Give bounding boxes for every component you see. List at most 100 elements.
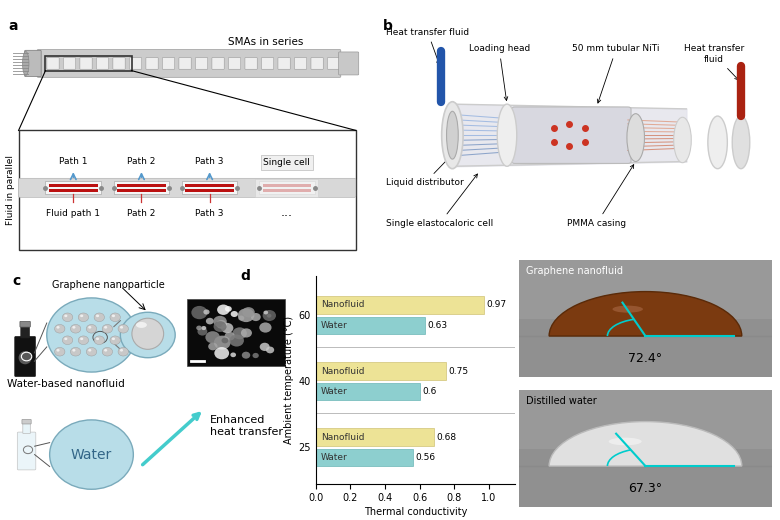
FancyBboxPatch shape	[19, 131, 356, 250]
Text: Path 2: Path 2	[127, 209, 156, 218]
Text: ...: ...	[281, 206, 292, 219]
Circle shape	[251, 313, 261, 321]
FancyBboxPatch shape	[328, 58, 340, 69]
Circle shape	[96, 337, 99, 340]
Text: Water: Water	[321, 387, 348, 396]
Circle shape	[232, 327, 247, 339]
Circle shape	[213, 316, 227, 327]
Circle shape	[120, 326, 123, 329]
Circle shape	[217, 305, 229, 315]
Circle shape	[80, 315, 83, 317]
Circle shape	[229, 334, 244, 346]
FancyBboxPatch shape	[182, 181, 237, 194]
FancyBboxPatch shape	[245, 58, 257, 69]
Text: 0.56: 0.56	[416, 453, 435, 462]
Circle shape	[56, 326, 59, 329]
FancyBboxPatch shape	[117, 184, 165, 187]
FancyBboxPatch shape	[278, 58, 290, 69]
Circle shape	[214, 335, 231, 349]
Circle shape	[260, 343, 270, 351]
Text: a: a	[9, 19, 18, 33]
Circle shape	[64, 315, 67, 317]
FancyBboxPatch shape	[63, 58, 76, 69]
Circle shape	[197, 328, 207, 335]
Text: Nanofluid: Nanofluid	[321, 433, 364, 441]
Circle shape	[112, 315, 115, 317]
Circle shape	[94, 313, 105, 321]
FancyBboxPatch shape	[45, 181, 101, 194]
Circle shape	[88, 326, 91, 329]
FancyBboxPatch shape	[512, 107, 631, 163]
Ellipse shape	[498, 104, 516, 166]
Circle shape	[241, 328, 252, 337]
Bar	[316, 383, 420, 400]
Ellipse shape	[19, 351, 32, 365]
Circle shape	[205, 331, 220, 343]
Circle shape	[208, 343, 218, 350]
Wedge shape	[549, 292, 742, 336]
Circle shape	[118, 347, 129, 356]
FancyBboxPatch shape	[23, 423, 30, 434]
Bar	[316, 317, 425, 334]
Circle shape	[55, 347, 65, 356]
FancyBboxPatch shape	[295, 58, 307, 69]
Circle shape	[64, 337, 67, 340]
FancyBboxPatch shape	[519, 390, 772, 448]
Circle shape	[264, 310, 268, 315]
Wedge shape	[549, 422, 742, 466]
Circle shape	[104, 349, 107, 352]
Text: Single elastocaloric cell: Single elastocaloric cell	[386, 174, 493, 228]
Circle shape	[87, 347, 97, 356]
FancyBboxPatch shape	[20, 321, 30, 327]
Text: Nanofluid: Nanofluid	[321, 367, 364, 375]
Text: Water: Water	[321, 453, 348, 462]
Circle shape	[197, 326, 202, 330]
Circle shape	[242, 352, 250, 359]
Ellipse shape	[446, 111, 459, 159]
Bar	[316, 296, 484, 314]
Text: Loading head: Loading head	[469, 44, 530, 100]
Circle shape	[96, 315, 99, 317]
Ellipse shape	[732, 116, 750, 168]
FancyBboxPatch shape	[162, 58, 175, 69]
Text: 0.6: 0.6	[422, 387, 437, 396]
Circle shape	[70, 347, 81, 356]
Text: Fluid in parallel: Fluid in parallel	[6, 155, 15, 225]
Text: b: b	[383, 19, 393, 33]
Text: Heat transfer fluid: Heat transfer fluid	[386, 28, 470, 64]
Circle shape	[225, 306, 232, 312]
Circle shape	[112, 337, 115, 340]
Text: 72.4°: 72.4°	[629, 353, 662, 365]
FancyBboxPatch shape	[259, 181, 314, 194]
Circle shape	[238, 316, 244, 321]
Circle shape	[120, 312, 176, 358]
FancyBboxPatch shape	[261, 58, 274, 69]
Circle shape	[216, 320, 227, 329]
FancyBboxPatch shape	[19, 178, 356, 198]
FancyBboxPatch shape	[263, 184, 311, 187]
Text: Enhanced
heat transfer: Enhanced heat transfer	[210, 415, 283, 437]
Ellipse shape	[627, 114, 644, 162]
FancyBboxPatch shape	[22, 420, 31, 424]
Text: Heat transfer
fluid: Heat transfer fluid	[683, 44, 744, 80]
FancyBboxPatch shape	[80, 58, 92, 69]
Circle shape	[120, 349, 123, 352]
Text: Distilled water: Distilled water	[526, 396, 597, 406]
FancyBboxPatch shape	[146, 58, 158, 69]
Ellipse shape	[441, 102, 463, 168]
Circle shape	[56, 349, 59, 352]
FancyBboxPatch shape	[519, 390, 772, 507]
Circle shape	[104, 326, 107, 329]
Circle shape	[78, 313, 89, 321]
Circle shape	[94, 336, 105, 345]
FancyBboxPatch shape	[21, 326, 30, 338]
Circle shape	[78, 336, 89, 345]
FancyBboxPatch shape	[212, 58, 224, 69]
FancyBboxPatch shape	[186, 299, 285, 366]
Text: 0.68: 0.68	[436, 433, 456, 441]
Circle shape	[253, 353, 259, 358]
Text: Path 1: Path 1	[59, 157, 87, 166]
Circle shape	[214, 321, 226, 332]
Circle shape	[191, 306, 207, 319]
Circle shape	[62, 313, 73, 321]
